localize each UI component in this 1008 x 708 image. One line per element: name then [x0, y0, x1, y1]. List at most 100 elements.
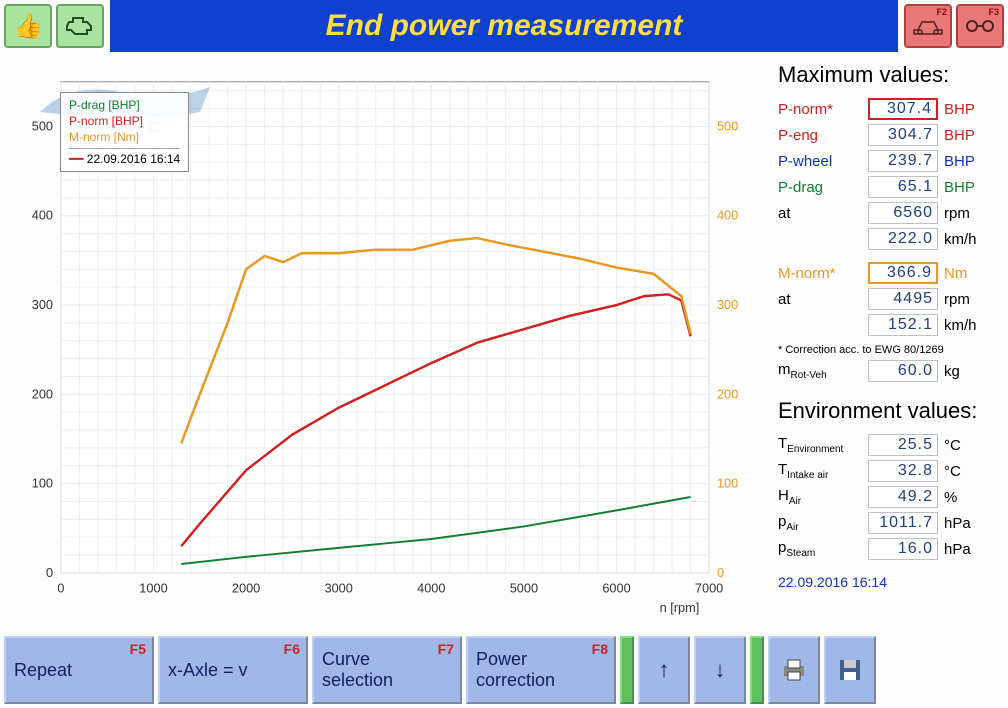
- top-toolbar: 👍 End power measurement F2 F3: [0, 0, 1008, 52]
- x-axle-button[interactable]: F6x-Axle = v: [158, 636, 308, 704]
- value-label: P-eng: [778, 127, 868, 144]
- value-label: HAir: [778, 487, 868, 507]
- values-panel: Maximum values: P-norm*307.4BHPP-eng304.…: [770, 52, 1008, 632]
- main-area: 0100020003000400050006000700000100100200…: [0, 52, 1008, 632]
- legend-timestamp: 22.09.2016 16:14: [87, 152, 180, 166]
- correction-note: * Correction acc. to EWG 80/1269: [778, 344, 1000, 356]
- separator: [750, 636, 764, 704]
- value-unit: km/h: [938, 231, 978, 248]
- value-box: 16.0: [868, 538, 938, 560]
- value-label: at: [778, 291, 868, 308]
- value-box: 25.5: [868, 434, 938, 456]
- value-label: TIntake air: [778, 461, 868, 481]
- value-unit: BHP: [938, 101, 978, 118]
- value-row: at4495rpm: [778, 286, 1000, 312]
- value-row: P-wheel239.7BHP: [778, 148, 1000, 174]
- power-button[interactable]: F8Powercorrection: [466, 636, 616, 704]
- svg-text:0: 0: [57, 581, 64, 596]
- ok-button[interactable]: 👍: [4, 4, 52, 48]
- mass-row: mRot-Veh 60.0 kg: [778, 358, 1000, 384]
- svg-text:400: 400: [717, 208, 738, 223]
- value-box: 4495: [868, 288, 938, 310]
- engine-icon: [65, 14, 95, 38]
- svg-text:300: 300: [717, 297, 738, 312]
- chain-button[interactable]: F3: [956, 4, 1004, 48]
- mass-value: 60.0: [868, 360, 938, 382]
- value-unit: BHP: [938, 127, 978, 144]
- value-row: pSteam16.0hPa: [778, 536, 1000, 562]
- repeat-button[interactable]: F5Repeat: [4, 636, 154, 704]
- svg-text:2000: 2000: [232, 581, 260, 596]
- print-button[interactable]: [768, 636, 820, 704]
- svg-text:1000: 1000: [139, 581, 167, 596]
- value-row: P-eng304.7BHP: [778, 122, 1000, 148]
- value-box: 366.9: [868, 262, 938, 284]
- svg-text:500: 500: [717, 118, 738, 133]
- bottom-bar: F5RepeatF6x-Axle = vF7CurveselectionF8Po…: [0, 632, 1008, 708]
- svg-text:300: 300: [32, 297, 53, 312]
- max-values-heading: Maximum values:: [778, 62, 1000, 88]
- svg-text:0: 0: [717, 565, 724, 580]
- value-unit: hPa: [938, 541, 978, 558]
- legend-pdrag: P-drag [BHP]: [69, 97, 180, 113]
- value-row: 222.0km/h: [778, 226, 1000, 252]
- chart-legend: P-drag [BHP] P-norm [BHP] M-norm [Nm] ━━…: [60, 92, 189, 172]
- value-box: 307.4: [868, 98, 938, 120]
- value-unit: rpm: [938, 291, 978, 308]
- value-label: P-norm*: [778, 101, 868, 118]
- env-values-heading: Environment values:: [778, 398, 1000, 424]
- value-label: M-norm*: [778, 265, 868, 282]
- value-unit: km/h: [938, 317, 978, 334]
- legend-pnorm: P-norm [BHP]: [69, 113, 180, 129]
- svg-text:0: 0: [46, 565, 53, 580]
- value-unit: %: [938, 489, 978, 506]
- svg-text:400: 400: [32, 208, 53, 223]
- value-box: 304.7: [868, 124, 938, 146]
- value-box: 152.1: [868, 314, 938, 336]
- svg-text:100: 100: [717, 476, 738, 491]
- svg-text:6000: 6000: [602, 581, 630, 596]
- legend-mnorm: M-norm [Nm]: [69, 129, 180, 145]
- value-row: TEnvironment25.5°C: [778, 432, 1000, 458]
- value-unit: BHP: [938, 179, 978, 196]
- value-box: 222.0: [868, 228, 938, 250]
- svg-text:200: 200: [32, 386, 53, 401]
- printer-icon: [780, 658, 808, 682]
- value-box: 65.1: [868, 176, 938, 198]
- timestamp: 22.09.2016 16:14: [778, 574, 1000, 590]
- ↑-button[interactable]: ↑: [638, 636, 690, 704]
- disk-button[interactable]: [824, 636, 876, 704]
- value-row: HAir49.2%: [778, 484, 1000, 510]
- separator: [620, 636, 634, 704]
- value-box: 32.8: [868, 460, 938, 482]
- toolbar-left: 👍: [0, 0, 108, 52]
- value-label: pSteam: [778, 539, 868, 559]
- svg-text:3000: 3000: [325, 581, 353, 596]
- svg-text:4000: 4000: [417, 581, 445, 596]
- value-unit: Nm: [938, 265, 978, 282]
- svg-text:7000: 7000: [695, 581, 723, 596]
- value-unit: rpm: [938, 205, 978, 222]
- value-row: pAir1011.7hPa: [778, 510, 1000, 536]
- svg-text:200: 200: [717, 386, 738, 401]
- value-row: P-norm*307.4BHP: [778, 96, 1000, 122]
- value-row: 152.1km/h: [778, 312, 1000, 338]
- curve-button[interactable]: F7Curveselection: [312, 636, 462, 704]
- car-icon: [912, 16, 944, 36]
- ↓-button[interactable]: ↓: [694, 636, 746, 704]
- engine-button[interactable]: [56, 4, 104, 48]
- value-unit: °C: [938, 437, 978, 454]
- value-row: at6560rpm: [778, 200, 1000, 226]
- value-label: pAir: [778, 513, 868, 533]
- value-box: 1011.7: [868, 512, 938, 534]
- chain-icon: [964, 18, 996, 34]
- value-label: P-wheel: [778, 153, 868, 170]
- value-row: P-drag65.1BHP: [778, 174, 1000, 200]
- value-row: TIntake air32.8°C: [778, 458, 1000, 484]
- value-label: at: [778, 205, 868, 222]
- value-row: M-norm*366.9Nm: [778, 260, 1000, 286]
- value-unit: °C: [938, 463, 978, 480]
- vehicle-button[interactable]: F2: [904, 4, 952, 48]
- value-label: TEnvironment: [778, 435, 868, 455]
- chart-area: 0100020003000400050006000700000100100200…: [0, 52, 770, 632]
